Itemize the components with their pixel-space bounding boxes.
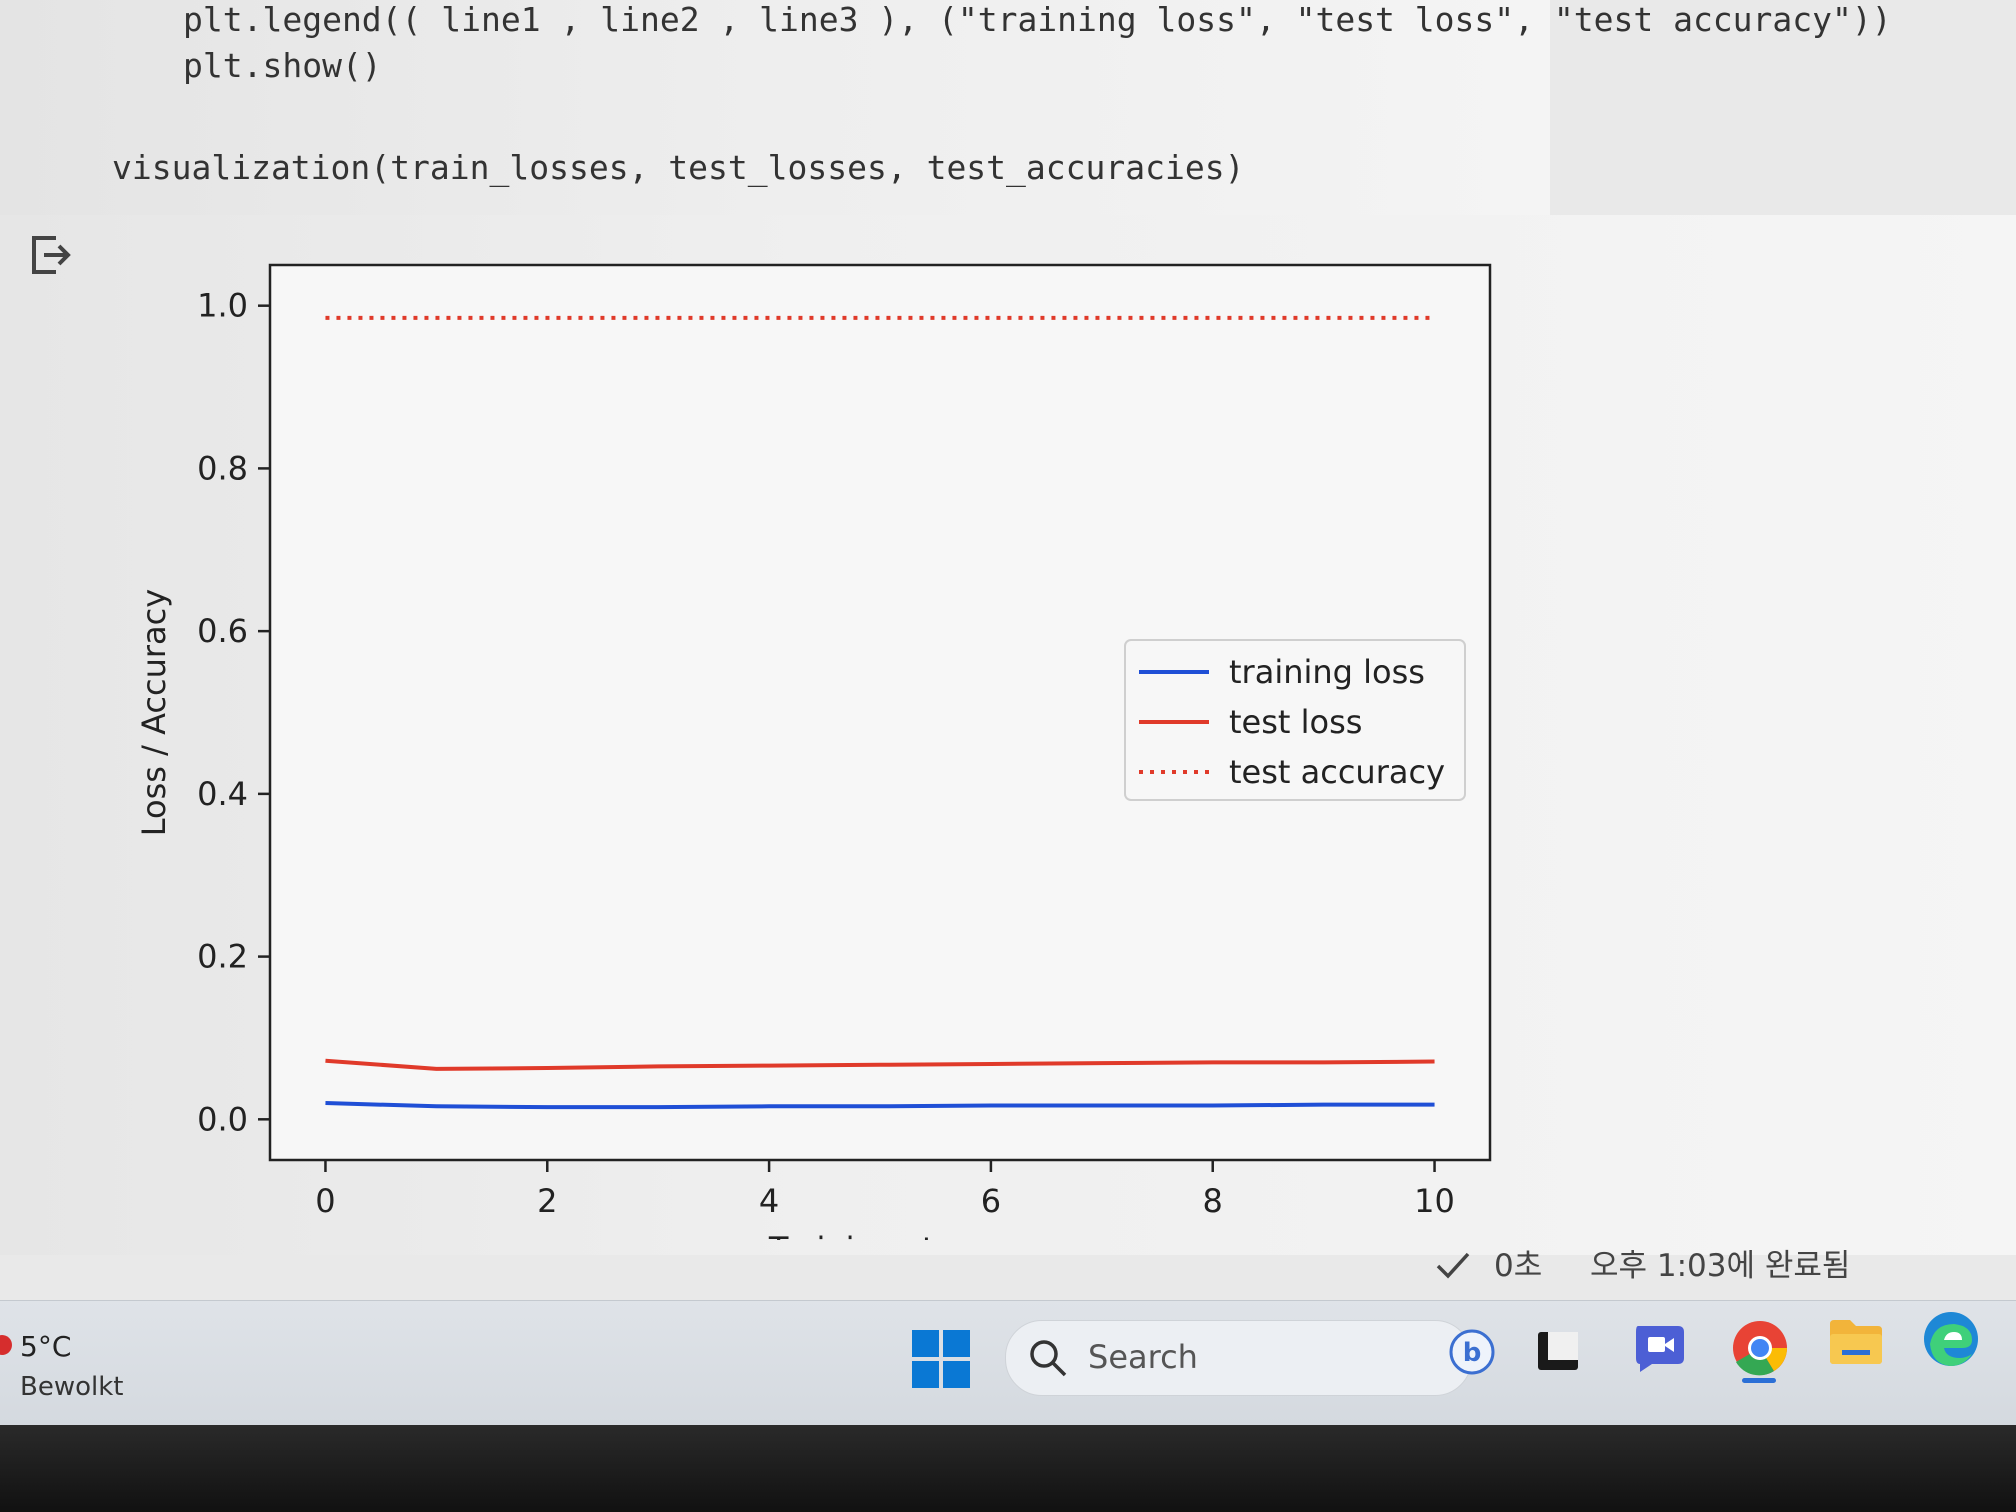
legend-label: test loss (1229, 703, 1362, 741)
y-tick-label: 0.0 (197, 1100, 248, 1138)
code-line-legend: plt.legend(( line1 , line2 , line3 ), ("… (183, 0, 1892, 39)
y-tick-label: 0.8 (197, 449, 248, 487)
weather-temperature[interactable]: 5°C (20, 1330, 72, 1363)
loss-accuracy-chart: 0.0 0.2 0.4 0.6 0.8 1.0 0 2 4 6 8 10 Loss / Accuracy… (135, 263, 1492, 1240)
edge-icon[interactable] (1922, 1310, 1980, 1368)
meet-icon[interactable] (1632, 1322, 1688, 1374)
weather-icon[interactable] (0, 1335, 12, 1355)
legend-label: training loss (1229, 653, 1425, 691)
windows-start-icon[interactable] (912, 1330, 970, 1388)
chrome-active-indicator (1742, 1378, 1776, 1383)
run-duration: 0초 (1494, 1248, 1543, 1284)
x-tick-label: 6 (981, 1182, 1001, 1220)
y-tick-label: 0.4 (197, 775, 248, 813)
output-arrow-icon[interactable] (26, 232, 72, 278)
x-tick-label: 0 (315, 1182, 335, 1220)
run-completed-time: 오후 1:03에 완료됨 (1590, 1248, 1851, 1284)
bing-icon[interactable]: b (1448, 1328, 1496, 1376)
x-tick-label: 8 (1203, 1182, 1223, 1220)
x-tick-label: 10 (1414, 1182, 1455, 1220)
taskbar-search-box[interactable] (1005, 1320, 1472, 1396)
y-axis-label: Loss / Accuracy (135, 589, 173, 836)
x-tick-label: 4 (759, 1182, 779, 1220)
search-icon[interactable] (1028, 1338, 1068, 1378)
weather-condition[interactable]: Bewolkt (20, 1372, 124, 1402)
y-tick-label: 0.2 (197, 938, 248, 976)
legend-label: test accuracy (1229, 753, 1445, 791)
check-icon (1436, 1252, 1470, 1279)
series-line-training-loss (325, 1101, 1435, 1110)
search-placeholder[interactable]: Search (1088, 1338, 1198, 1376)
code-line-show: plt.show() (183, 46, 382, 85)
x-tick-label: 2 (537, 1182, 557, 1220)
terminal-icon[interactable] (1536, 1330, 1580, 1372)
code-cell[interactable]: plt.legend(( line1 , line2 , line3 ), ("… (0, 0, 1892, 215)
y-tick-label: 1.0 (197, 287, 248, 325)
y-tick-label: 0.6 (197, 612, 248, 650)
file-explorer-icon[interactable] (1828, 1316, 1884, 1366)
code-line-visualization: visualization(train_losses, test_losses,… (112, 148, 1245, 187)
svg-text:b: b (1463, 1338, 1482, 1368)
x-axis-label: Training steps (768, 1230, 991, 1240)
series-line-test-loss (325, 1058, 1435, 1071)
legend-box (1124, 639, 1466, 801)
screen-bezel (0, 1425, 2016, 1512)
chrome-icon[interactable] (1730, 1318, 1790, 1378)
